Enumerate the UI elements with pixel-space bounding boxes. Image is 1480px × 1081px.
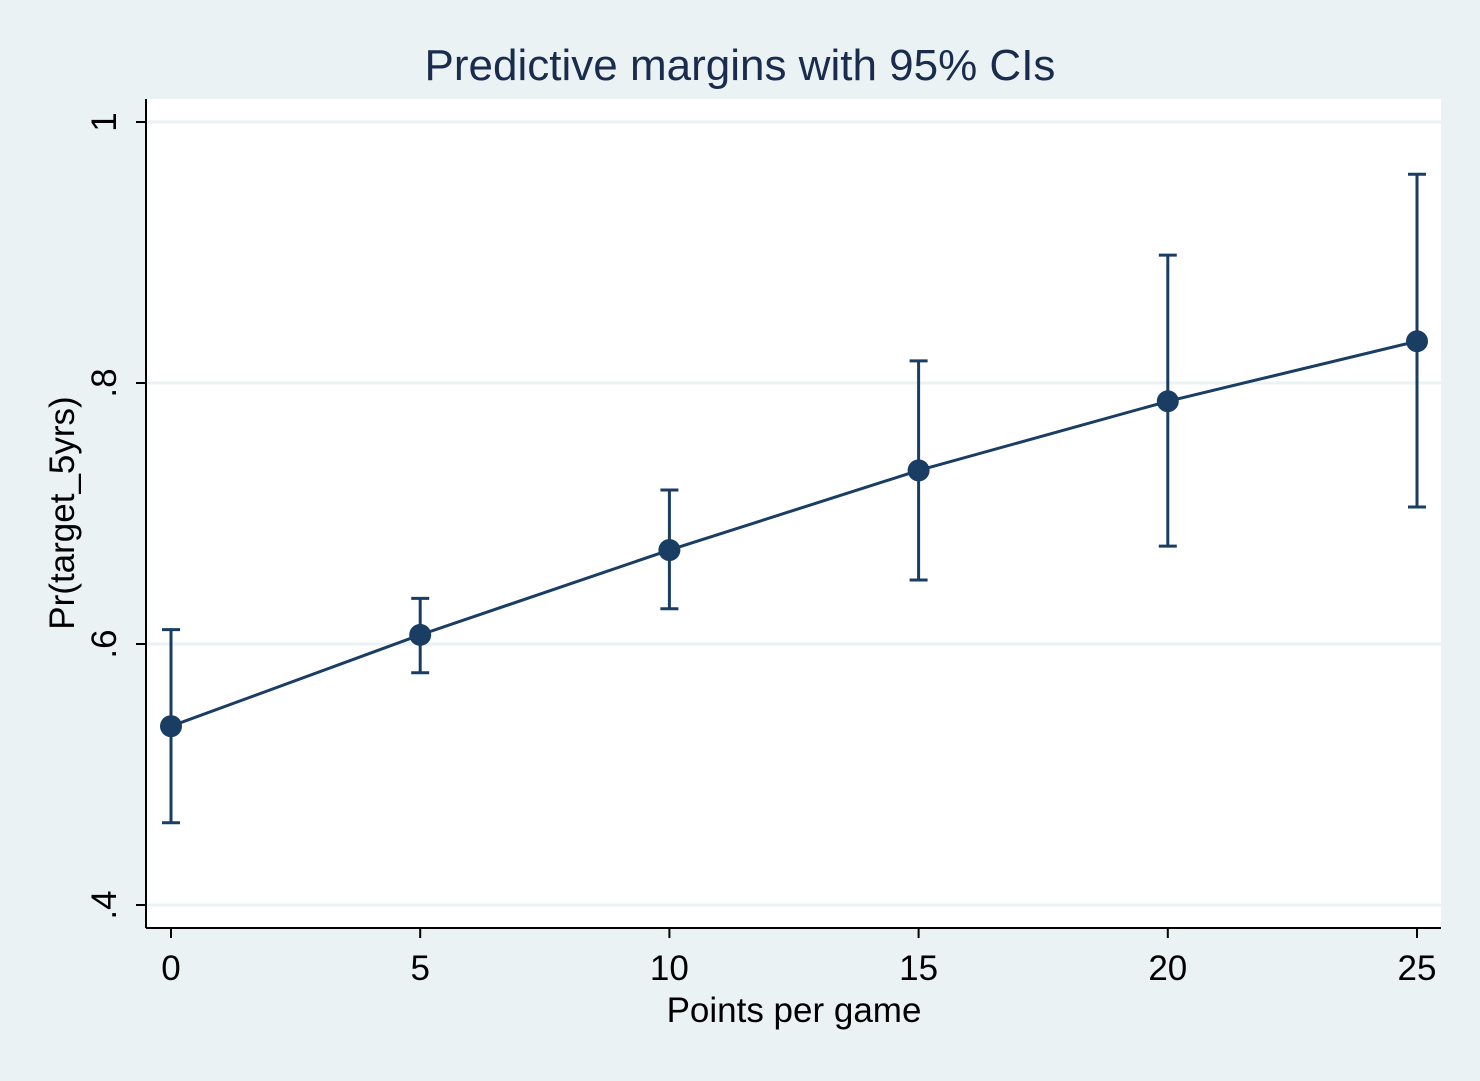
plot-area bbox=[146, 99, 1441, 928]
y-tick-label-3: 1 bbox=[85, 112, 124, 131]
y-ticks: .4 .6 .8 1 bbox=[85, 112, 146, 920]
y-tick-label-1: .6 bbox=[85, 629, 124, 658]
gridlines bbox=[147, 120, 1441, 907]
x-ticks: 0 5 10 15 20 25 bbox=[161, 928, 1436, 988]
data-point-2 bbox=[658, 539, 681, 562]
y-axis-label: Pr(target_5yrs) bbox=[43, 396, 82, 629]
x-tick-label-0: 0 bbox=[161, 949, 180, 988]
x-tick-label-4: 20 bbox=[1148, 949, 1187, 988]
data-point-5 bbox=[1406, 330, 1428, 353]
x-tick-label-5: 25 bbox=[1398, 949, 1437, 988]
y-tick-label-0: .4 bbox=[85, 890, 124, 919]
x-axis-label: Points per game bbox=[667, 991, 922, 1030]
data-point-1 bbox=[409, 623, 432, 646]
data-point-0 bbox=[160, 715, 182, 738]
y-tick-label-2: .8 bbox=[85, 368, 124, 397]
chart-title: Predictive margins with 95% CIs bbox=[425, 41, 1056, 90]
x-tick-label-2: 10 bbox=[650, 949, 689, 988]
series-points bbox=[160, 330, 1428, 738]
series-line bbox=[170, 339, 1418, 728]
data-point-4 bbox=[1156, 390, 1179, 413]
x-tick-label-3: 15 bbox=[899, 949, 938, 988]
data-point-3 bbox=[907, 459, 930, 482]
x-tick-label-1: 5 bbox=[410, 949, 429, 988]
axes bbox=[145, 99, 1441, 929]
